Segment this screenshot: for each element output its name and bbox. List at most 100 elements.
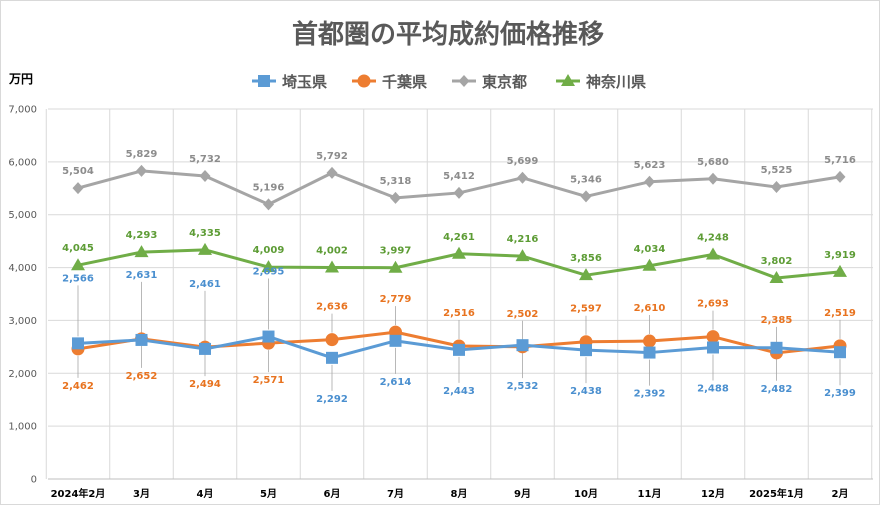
data-point <box>771 180 782 193</box>
data-label: 3,997 <box>380 246 412 257</box>
data-point <box>517 171 528 184</box>
data-label: 5,318 <box>380 176 412 187</box>
data-point <box>72 337 84 350</box>
y-tick-label: 1,000 <box>8 422 37 433</box>
data-label: 2,614 <box>380 377 412 388</box>
y-axis-ticks: 0 1,000 2,000 3,000 4,000 5,000 6,000 7,000 <box>8 105 37 486</box>
data-label: 2,292 <box>316 394 348 405</box>
data-label: 2,610 <box>634 303 666 314</box>
data-label: 3,802 <box>761 256 793 267</box>
data-point <box>833 264 847 277</box>
data-label: 2,631 <box>126 270 158 281</box>
x-tick-label: 6月 <box>324 488 341 500</box>
data-label: 5,412 <box>443 171 475 182</box>
x-tick-label: 2024年2月 <box>51 487 106 500</box>
data-label: 2,438 <box>570 386 602 397</box>
data-point <box>769 271 784 284</box>
data-point <box>453 343 465 356</box>
data-labels: 2,566 2,631 2,461 2,695 2,292 2,614 2,443 2,532… <box>62 149 856 405</box>
data-label: 5,716 <box>824 155 856 166</box>
y-tick-label: 0 <box>31 475 37 486</box>
data-label: 2,519 <box>824 308 856 319</box>
data-point <box>325 333 339 347</box>
data-label: 4,293 <box>126 230 158 241</box>
data-label: 2,597 <box>570 304 602 315</box>
data-point <box>580 344 592 357</box>
data-label: 5,346 <box>570 174 602 185</box>
data-point <box>770 341 783 354</box>
data-label: 2,636 <box>316 302 348 313</box>
data-label: 5,792 <box>316 151 348 162</box>
label-leader-lines <box>77 278 841 391</box>
y-tick-label: 5,000 <box>8 210 37 221</box>
data-point <box>71 258 85 271</box>
data-point <box>262 330 275 343</box>
x-tick-label: 9月 <box>514 488 531 500</box>
data-label: 3,856 <box>570 253 602 264</box>
data-point <box>390 191 401 204</box>
x-tick-label: 12月 <box>701 488 725 500</box>
legend-label: 東京都 <box>482 73 527 91</box>
data-point <box>326 351 338 364</box>
data-point <box>643 334 656 348</box>
legend-label: 千葉県 <box>382 73 427 91</box>
data-point <box>515 249 530 262</box>
data-label: 4,002 <box>316 245 348 256</box>
x-axis-ticks: 2024年2月 3月 4月 5月 6月 7月 8月 9月 10月 11月 12月 2025年1月 2月 <box>51 487 849 500</box>
data-point <box>642 258 657 271</box>
y-tick-label: 3,000 <box>8 316 37 327</box>
x-tick-label: 4月 <box>197 488 214 500</box>
data-point <box>579 268 593 281</box>
data-label: 2,443 <box>443 386 475 397</box>
data-label: 2,566 <box>62 273 94 284</box>
data-label: 5,699 <box>507 156 539 167</box>
data-label: 2,532 <box>507 381 539 392</box>
data-label: 4,045 <box>62 243 94 254</box>
legend-marker <box>458 75 470 87</box>
x-tick-label: 2月 <box>832 488 849 500</box>
data-point <box>136 164 147 177</box>
y-tick-label: 2,000 <box>8 369 37 380</box>
data-label: 2,779 <box>380 294 412 305</box>
data-label: 2,461 <box>189 279 221 290</box>
series-group <box>71 164 847 364</box>
data-point <box>199 342 211 355</box>
data-label: 5,196 <box>253 182 285 193</box>
gridlines <box>45 108 873 480</box>
data-label: 5,680 <box>697 157 729 168</box>
data-point <box>834 170 846 183</box>
data-point <box>198 242 212 255</box>
data-point <box>199 170 211 183</box>
data-label: 4,335 <box>189 228 221 239</box>
data-label: 4,216 <box>507 234 539 245</box>
data-point <box>72 182 84 195</box>
y-axis-unit: 万円 <box>8 72 33 86</box>
data-label: 2,494 <box>189 379 221 390</box>
data-label: 2,462 <box>62 381 94 392</box>
y-tick-label: 6,000 <box>8 157 37 168</box>
data-label: 4,248 <box>697 232 729 243</box>
data-point <box>388 260 403 273</box>
data-point <box>643 346 656 359</box>
data-point <box>135 333 148 346</box>
data-point <box>453 186 465 199</box>
x-tick-label: 10月 <box>574 488 598 500</box>
data-point <box>263 198 274 211</box>
data-label: 2,652 <box>126 371 158 382</box>
data-label: 3,919 <box>824 250 856 261</box>
data-label: 2,488 <box>697 383 729 394</box>
data-point <box>706 330 720 344</box>
data-label: 5,732 <box>189 154 221 165</box>
data-point <box>389 334 402 347</box>
data-label: 5,829 <box>126 149 158 160</box>
x-tick-label: 3月 <box>133 488 150 500</box>
data-label: 4,261 <box>443 232 475 243</box>
x-tick-label: 2025年1月 <box>749 487 804 500</box>
data-point <box>261 260 276 273</box>
data-point <box>452 246 466 259</box>
legend-label: 埼玉県 <box>282 73 327 91</box>
data-label: 2,392 <box>634 389 666 400</box>
data-label: 5,504 <box>62 166 94 177</box>
